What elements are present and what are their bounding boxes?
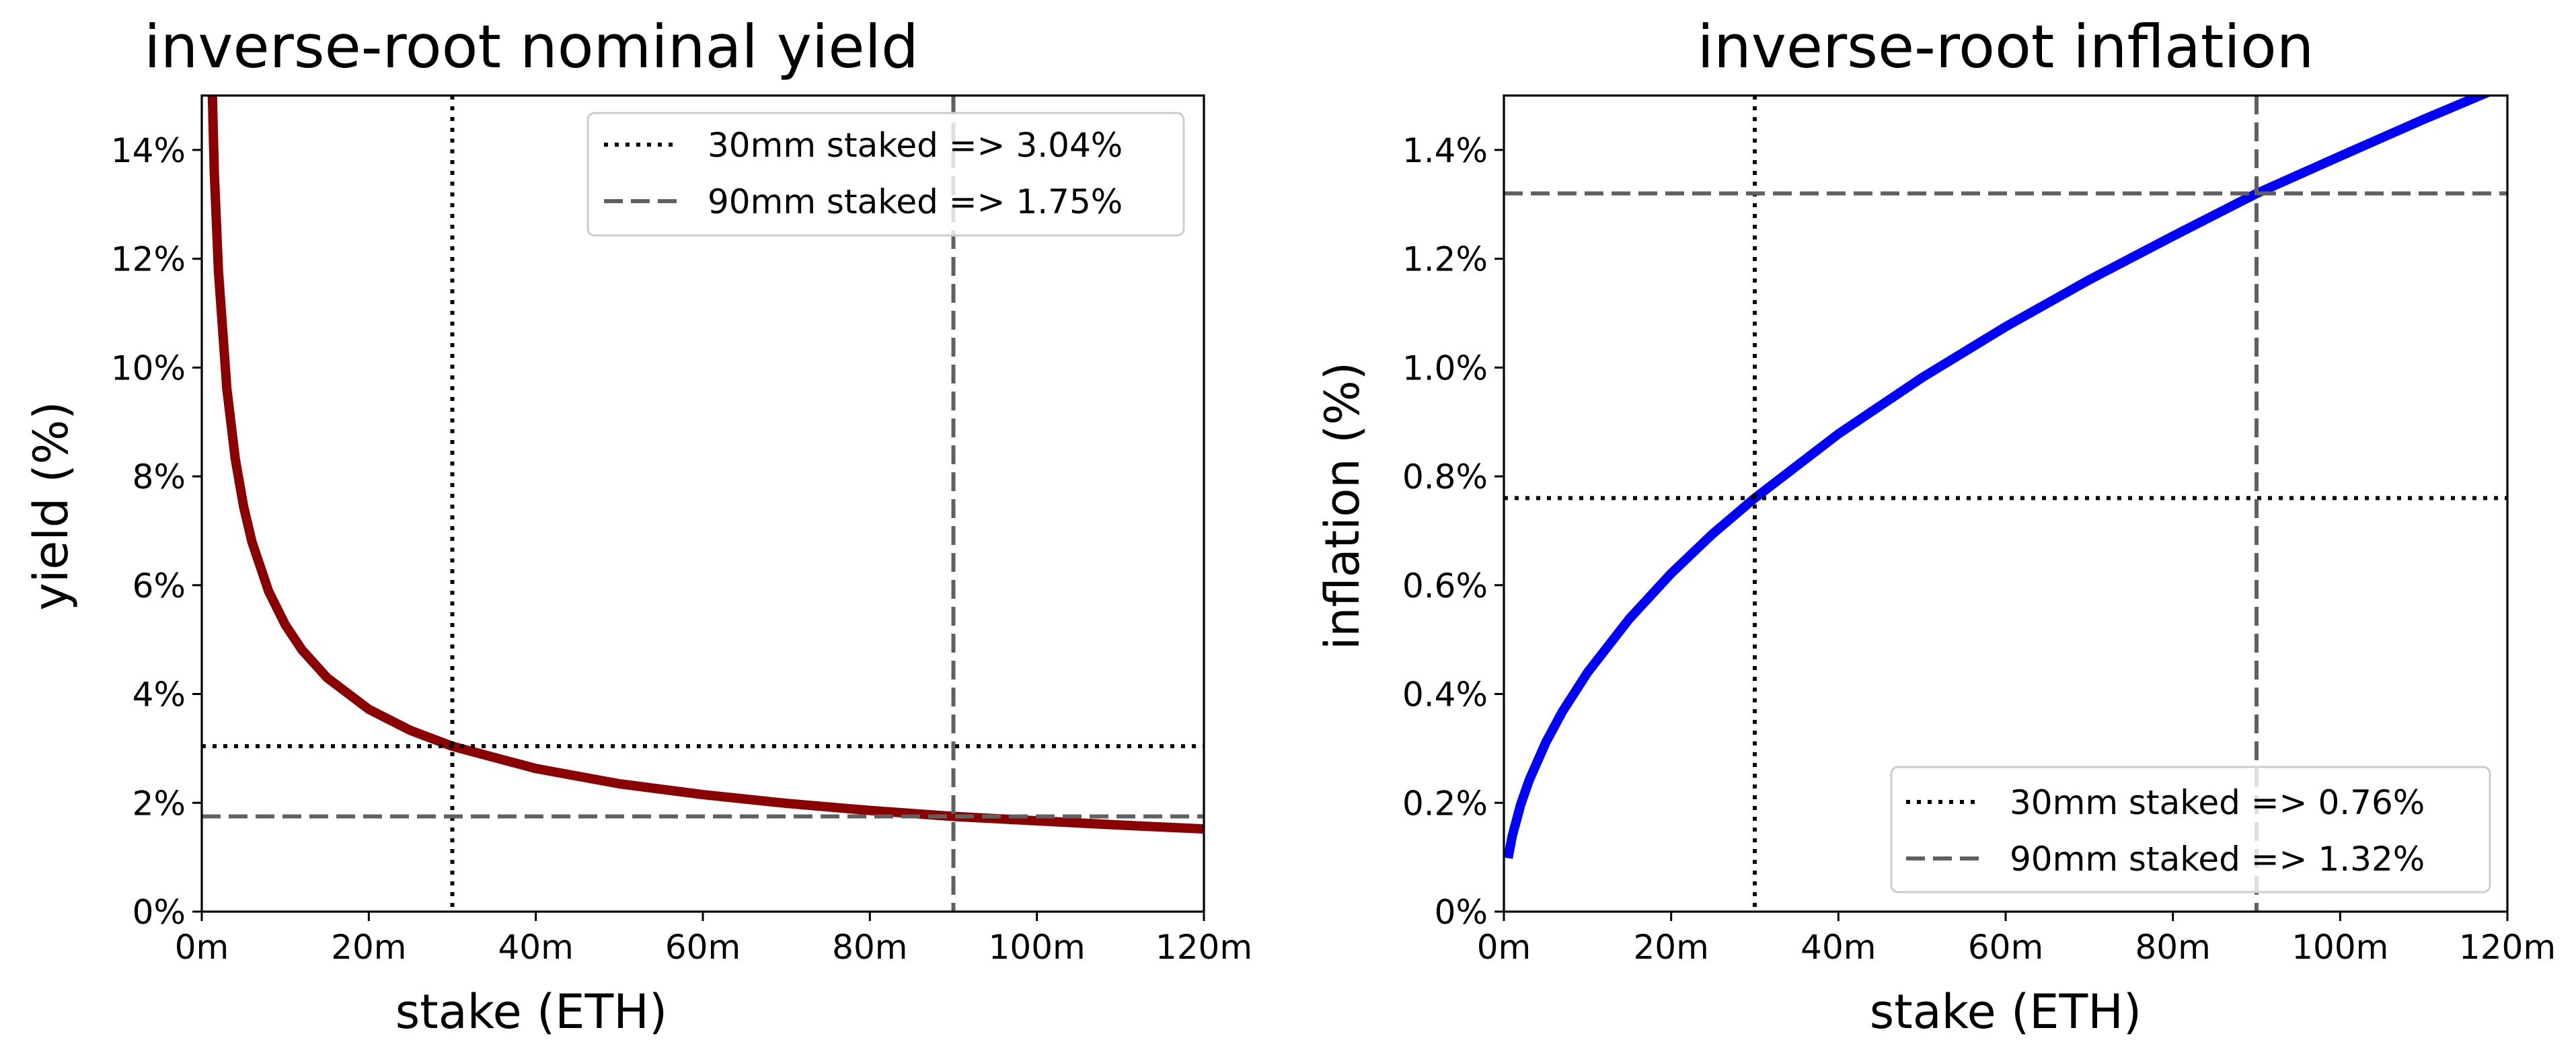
- inflation-chart-frame: [1503, 94, 2509, 913]
- inflation-chart-title: inverse-root inflation: [1698, 12, 2314, 81]
- yield-y-tick-label: 12%: [111, 240, 186, 279]
- yield-chart-xlabel: stake (ETH): [395, 984, 667, 1039]
- yield-y-tick-label: 2%: [132, 784, 186, 823]
- inflation-x-tick-label: 0m: [1477, 928, 1531, 967]
- inflation-chart-ylabel: inflation (%): [1315, 362, 1370, 650]
- yield-chart-title: inverse-root nominal yield: [144, 12, 919, 81]
- inflation-chart-x-ticks: 0m 20m 40m 60m 80m 100m 120m: [1477, 912, 2556, 967]
- inflation-x-tick-label: 60m: [1968, 928, 2043, 967]
- inflation-y-tick-label: 0.4%: [1402, 675, 1488, 714]
- yield-y-tick-label: 8%: [132, 457, 186, 497]
- inflation-y-tick-label: 0.6%: [1402, 566, 1488, 606]
- yield-chart-x-ticks: 0m 20m 40m 60m 80m 100m 120m: [175, 912, 1252, 967]
- yield-y-tick-label: 10%: [111, 349, 186, 388]
- yield-y-tick-label: 4%: [132, 675, 186, 714]
- inflation-y-tick-label: 1.2%: [1402, 240, 1488, 279]
- yield-chart-y-ticks: 0% 2% 4% 6% 8% 10% 12% 14%: [111, 131, 202, 932]
- yield-legend-90mm-label: 90mm staked => 1.75%: [708, 182, 1123, 221]
- yield-x-tick-label: 40m: [498, 928, 573, 967]
- inflation-y-tick-label: 0.2%: [1402, 784, 1488, 823]
- inflation-x-tick-label: 40m: [1801, 928, 1876, 967]
- yield-x-tick-label: 60m: [665, 928, 741, 967]
- inflation-legend-box: [1890, 766, 2491, 893]
- inflation-chart-y-ticks: 0% 0.2% 0.4% 0.6% 0.8% 1.0% 1.2% 1.4%: [1402, 131, 1504, 932]
- inflation-chart-xlabel: stake (ETH): [1870, 984, 2142, 1039]
- yield-x-tick-label: 120m: [1156, 928, 1252, 967]
- inflation-y-tick-label: 0%: [1435, 893, 1488, 932]
- inflation-chart-plot-area: [1504, 96, 2507, 912]
- yield-legend-box: [586, 112, 1185, 237]
- inflation-y-tick-label: 1.0%: [1402, 349, 1488, 388]
- inflation-y-tick-label: 1.4%: [1402, 131, 1488, 170]
- yield-legend-30mm-label: 30mm staked => 3.04%: [708, 126, 1123, 165]
- inflation-x-tick-label: 20m: [1633, 928, 1708, 967]
- inflation-chart: inverse-root inflation stake (ETH) infla…: [1315, 12, 2556, 1039]
- yield-x-tick-label: 80m: [832, 928, 907, 967]
- inflation-legend-30mm-label: 30mm staked => 0.76%: [2010, 783, 2425, 822]
- inflation-legend-90mm-label: 90mm staked => 1.32%: [2010, 840, 2425, 879]
- yield-chart: inverse-root nominal yield stake (ETH) y…: [24, 12, 1252, 1039]
- yield-x-tick-label: 0m: [175, 928, 229, 967]
- yield-y-tick-label: 6%: [132, 566, 186, 606]
- yield-chart-frame: [200, 94, 1205, 913]
- inflation-x-tick-label: 80m: [2135, 928, 2210, 967]
- yield-y-tick-label: 0%: [132, 893, 186, 932]
- yield-chart-legend: 30mm staked => 3.04% 90mm staked => 1.75…: [586, 112, 1185, 237]
- inflation-chart-legend: 30mm staked => 0.76% 90mm staked => 1.32…: [1890, 766, 2491, 893]
- yield-y-tick-label: 14%: [111, 131, 186, 170]
- yield-series-curve: [207, 96, 1204, 834]
- inflation-series-curve: [1504, 96, 2493, 859]
- inflation-y-tick-label: 0.8%: [1402, 457, 1488, 497]
- inflation-x-tick-label: 120m: [2459, 928, 2556, 967]
- yield-chart-ylabel: yield (%): [24, 401, 79, 610]
- yield-x-tick-label: 100m: [989, 928, 1086, 967]
- inflation-x-tick-label: 100m: [2291, 928, 2388, 967]
- yield-x-tick-label: 20m: [331, 928, 406, 967]
